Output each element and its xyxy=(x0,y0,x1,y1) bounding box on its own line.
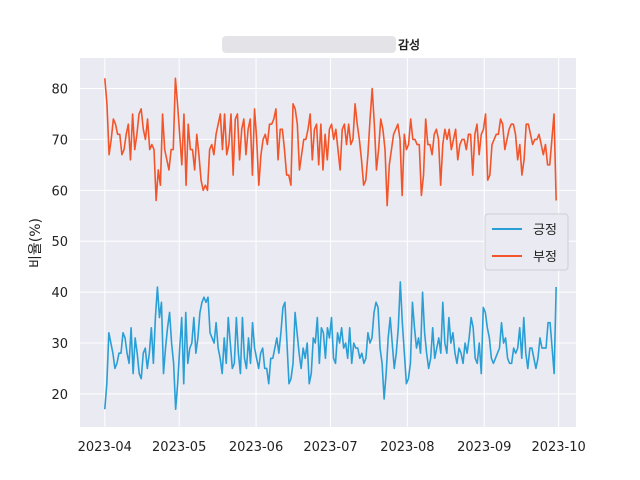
x-tick-label: 2023-05 xyxy=(152,440,206,455)
x-tick-label: 2023-06 xyxy=(229,440,283,455)
series-line-negative xyxy=(104,77,557,207)
y-tick-label: 70 xyxy=(51,133,68,148)
series-line-positive xyxy=(104,281,557,410)
y-tick-label: 50 xyxy=(51,235,68,250)
legend: 긍정 부정 xyxy=(484,213,569,271)
y-tick-label: 30 xyxy=(51,337,68,352)
y-tick-label: 20 xyxy=(51,388,68,403)
legend-label-positive: 긍정 xyxy=(533,223,557,238)
x-tick-label: 2023-10 xyxy=(531,440,585,455)
tick-labels: 20 30 40 50 60 70 80 2023-04 2023-05 2023-06 2023-… xyxy=(51,83,585,455)
y-tick-label: 40 xyxy=(51,286,68,301)
x-tick-label: 2023-08 xyxy=(380,440,434,455)
chart-title-group: 감성 xyxy=(222,36,420,53)
x-tick-label: 2023-09 xyxy=(457,440,511,455)
series-layer xyxy=(104,77,557,410)
legend-label-negative: 부정 xyxy=(533,250,557,265)
x-tick-label: 2023-07 xyxy=(303,440,357,455)
x-tick-label: 2023-04 xyxy=(78,440,132,455)
title-blur-region xyxy=(222,36,396,53)
chart-title: 감성 xyxy=(398,37,420,52)
y-tick-label: 80 xyxy=(51,83,68,98)
y-axis-label: 비율(%) xyxy=(28,218,44,268)
y-tick-label: 60 xyxy=(51,184,68,199)
